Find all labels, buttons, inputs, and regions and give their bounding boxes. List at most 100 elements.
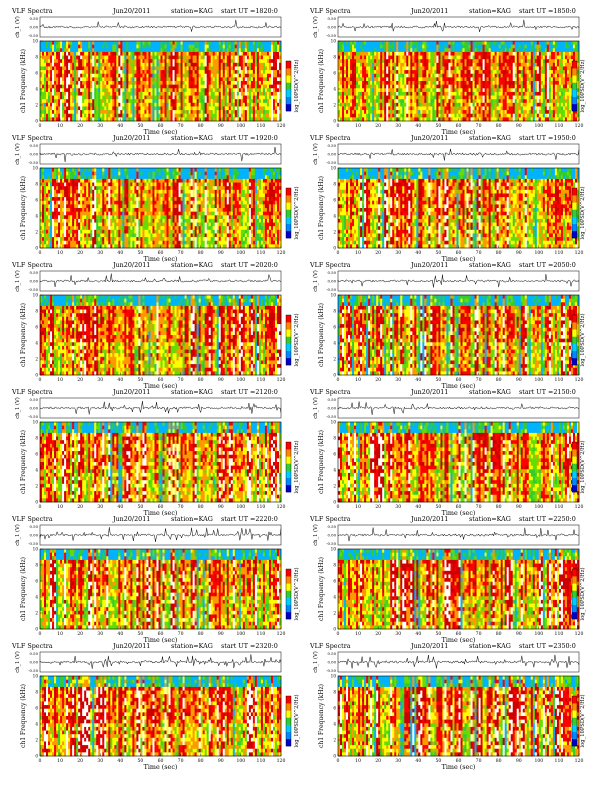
spectrogram-cell [534,102,538,107]
spectrogram-cell [428,110,431,115]
spectrogram-cell [184,59,187,64]
spectrogram-cell [476,62,479,67]
spectrogram-cell [52,66,55,71]
spectrogram-cell [502,41,505,45]
spectrogram-cell [204,102,207,107]
spectrogram-cell [194,81,197,85]
spectrogram-cell [198,95,201,100]
spectrogram-cell [434,51,437,56]
spectrogram-cell [132,77,135,82]
spectrogram-cell [48,41,51,45]
spectrogram-cell [180,66,183,71]
spectrogram-cell [410,41,413,45]
spectrogram-cell [150,77,153,82]
spectrogram-cell [534,84,538,89]
spectrogram-cell [504,117,507,122]
spectrogram-cell [174,99,177,104]
spectrogram-cell [104,62,107,67]
spectrogram-cell [504,99,507,104]
spectrogram-cell [146,73,149,78]
spectrogram-cell [188,73,191,78]
spectrogram-cell [442,113,445,118]
spectrogram-cell [520,41,524,45]
spectrogram-cell [210,102,214,107]
spectrogram-cell [496,102,499,107]
spectrogram-cell [184,113,187,118]
spectrogram-cell [246,99,250,104]
spectrogram-cell [106,55,109,60]
spectrogram-cell [270,110,274,115]
spectrogram-cell [60,102,63,107]
spectrogram-cell [110,51,113,56]
spectrogram-cell [196,70,199,75]
spectrogram-cell [68,51,71,56]
spectrogram-cell [88,48,91,53]
spectrogram-cell [440,99,443,104]
spectrogram-cell [424,59,427,64]
spectrogram-cell [514,41,518,45]
spectrogram-cell [410,70,413,75]
spectrogram-cell [394,91,397,96]
spectrogram-cell [208,51,212,56]
spectrogram-cell [174,106,177,111]
spectrogram-cell [270,66,274,71]
spectrogram-cell [72,70,75,75]
spectrogram-cell [528,117,532,122]
spectrogram-cell [128,88,131,93]
spectrogram-cell [514,113,518,118]
spectrogram-cell [236,77,240,82]
spectrogram-cell [484,41,487,45]
spectrogram-cell [504,55,507,60]
spectrogram-cell [536,55,540,60]
spectrogram-cell [188,110,191,115]
spectrogram-cell [414,59,417,64]
spectrogram-cell [402,102,405,107]
spectrogram-cell [430,44,433,49]
spectrogram-cell [70,55,73,60]
spectrogram-cell [406,117,409,122]
spectrogram-cell [508,44,512,49]
spectrogram-cell [142,88,145,93]
spectrogram-cell [432,48,435,53]
spectrogram-cell [444,88,447,93]
spectrogram-cell [504,95,507,100]
spectrogram-cell [496,77,499,82]
spectrogram-cell [116,73,119,78]
spectrogram-cell [230,66,234,71]
y-tick-label: 2 [35,103,38,108]
spectrogram-cell [224,88,228,93]
spectrogram-cell [470,44,473,49]
spectrogram-cell [540,106,544,111]
spectrogram-cell [80,70,83,75]
spectrogram-cell [344,91,347,96]
spectrogram-cell [460,41,463,45]
spectrogram-cell [150,48,153,53]
spectrogram-cell [388,84,391,89]
spectrogram-cell [120,66,123,71]
spectrogram-cell [224,48,228,53]
spectrogram-cell [168,84,171,89]
spectrogram-cell [98,84,101,89]
spectrogram-cell [120,102,123,107]
spectrogram-cell [466,41,469,45]
spectrogram-cell [420,110,423,115]
spectrogram-cell [196,41,199,45]
spectrogram-cell [488,59,491,64]
spectrogram-cell [362,102,365,107]
spectrogram-cell [148,44,151,49]
spectrogram-cell [176,84,179,89]
spectrogram-cell [340,102,343,107]
spectrogram-cell [276,41,280,45]
spectrogram-cell [152,95,155,100]
spectrogram-cell [82,81,85,85]
spectrogram-cell [356,70,359,75]
spectrogram-cell [534,95,538,100]
spectrogram-cell [168,110,171,115]
spectrogram-cell [514,91,518,96]
spectrogram-cell [220,66,224,71]
spectrogram-cell [528,106,532,111]
spectrogram-cell [480,117,483,122]
spectrogram-cell [344,66,347,71]
spectrogram-cell [360,113,363,118]
spectrogram-cell [410,99,413,104]
